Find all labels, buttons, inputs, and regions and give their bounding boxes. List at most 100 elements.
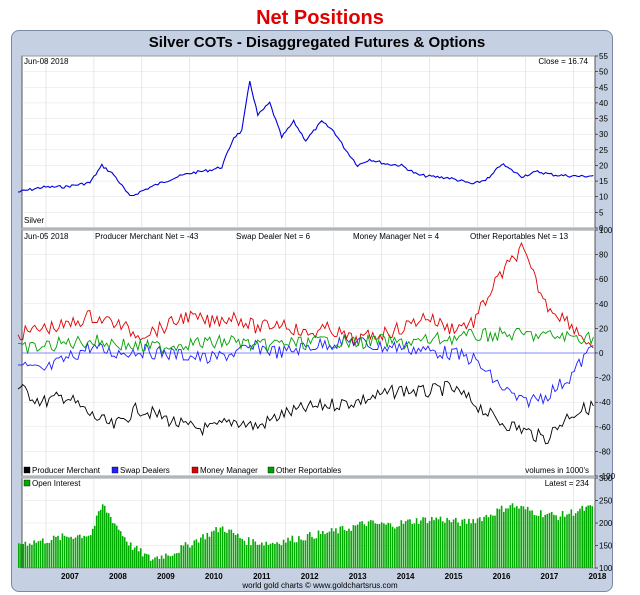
- oi-bar: [520, 505, 522, 568]
- oi-bar: [147, 554, 150, 568]
- oi-bar: [531, 510, 533, 568]
- oi-bar: [193, 540, 196, 568]
- oi-bar: [463, 518, 466, 568]
- oi-series-label: Open Interest: [32, 479, 81, 488]
- oi-bar: [476, 518, 479, 568]
- oi-bar: [356, 524, 359, 568]
- oi-bar: [93, 525, 96, 568]
- oi-bar: [518, 508, 520, 568]
- oi-bar: [204, 539, 206, 568]
- oi-bar: [289, 540, 291, 568]
- oi-bar: [472, 519, 474, 568]
- oi-bar: [446, 517, 448, 568]
- oi-bar: [298, 536, 300, 568]
- oi-bar: [487, 517, 490, 568]
- oi-bar: [79, 534, 81, 568]
- oi-bar: [186, 544, 189, 568]
- oi-bar: [44, 543, 46, 568]
- oi-bar: [31, 544, 33, 568]
- oi-bar: [396, 526, 398, 568]
- price-y-tick-label: 15: [599, 177, 608, 186]
- net-y-tick-label: 20: [599, 324, 608, 333]
- x-tick-label: 2012: [301, 572, 319, 581]
- oi-bar: [68, 537, 70, 568]
- oi-bar: [173, 553, 176, 568]
- oi-bar: [265, 541, 267, 568]
- oi-bar: [129, 542, 132, 568]
- producer-legend-label: Producer Merchant: [32, 466, 101, 475]
- oi-bar: [544, 514, 546, 568]
- oi-bar: [250, 545, 252, 568]
- oi-y-tick-label: 150: [599, 542, 613, 551]
- oi-bar: [587, 505, 589, 568]
- price-y-tick-label: 20: [599, 161, 608, 170]
- oi-bar: [561, 511, 564, 568]
- oi-bar: [241, 538, 243, 568]
- oi-bar: [95, 515, 98, 568]
- net-y-tick-label: 40: [599, 300, 608, 309]
- oi-bar: [121, 536, 124, 568]
- oi-bar: [391, 526, 394, 568]
- swap-legend-label: Swap Dealers: [120, 466, 170, 475]
- oi-bar: [133, 547, 136, 568]
- oi-bar: [261, 542, 263, 568]
- oi-bar: [52, 535, 55, 568]
- oi-y-tick-label: 300: [599, 474, 613, 483]
- oi-bar: [365, 526, 368, 568]
- oi-bar: [99, 509, 102, 568]
- oi-bar: [50, 540, 53, 568]
- oi-bar: [42, 538, 44, 568]
- oi-bar: [180, 545, 182, 568]
- money-line: [17, 241, 594, 349]
- oi-bar: [479, 517, 481, 568]
- oi-bar: [317, 530, 320, 568]
- oi-bar: [572, 515, 575, 568]
- oi-bar: [178, 552, 180, 568]
- net-y-tick-label: -20: [599, 374, 611, 383]
- oi-bar: [465, 523, 468, 568]
- oi-bar: [516, 506, 518, 568]
- oi-bar: [542, 517, 544, 568]
- oi-bar: [210, 531, 213, 568]
- oi-bar: [282, 539, 285, 568]
- oi-bar: [113, 523, 116, 568]
- net-date-label: Jun-05 2018: [24, 232, 69, 241]
- oi-bar: [441, 521, 444, 568]
- oi-bar: [322, 531, 324, 568]
- oi-bar: [550, 512, 553, 568]
- oi-bar: [450, 522, 453, 568]
- oi-bar: [254, 541, 257, 568]
- oi-bar: [226, 532, 228, 568]
- oi-bar: [103, 505, 106, 568]
- other-net-readout: Other Reportables Net = 13: [470, 232, 569, 241]
- oi-bar: [494, 515, 496, 568]
- oi-bar: [176, 553, 178, 568]
- oi-bar: [557, 520, 559, 568]
- oi-bar: [311, 536, 313, 568]
- oi-bar: [119, 531, 122, 568]
- oi-bar: [304, 540, 307, 568]
- oi-bar: [481, 521, 483, 568]
- oi-bar: [439, 516, 442, 568]
- oi-bar: [330, 528, 333, 568]
- price-y-tick-label: 10: [599, 193, 608, 202]
- oi-bar: [374, 523, 376, 568]
- oi-bar: [564, 516, 566, 568]
- oi-bar: [263, 545, 265, 568]
- oi-bar: [496, 508, 498, 568]
- price-y-tick-label: 45: [599, 83, 608, 92]
- net-y-tick-label: -40: [599, 398, 611, 407]
- price-series-label: Silver: [24, 216, 44, 225]
- oi-bar: [380, 522, 383, 568]
- other-line: [17, 326, 594, 355]
- oi-bar: [206, 532, 209, 568]
- oi-bar: [37, 541, 40, 568]
- oi-bar: [483, 516, 485, 568]
- oi-bar: [165, 553, 167, 568]
- oi-bar: [581, 505, 583, 568]
- oi-bar: [143, 553, 146, 568]
- oi-bar: [219, 527, 222, 568]
- oi-bar: [28, 543, 31, 568]
- oi-bar: [546, 514, 549, 568]
